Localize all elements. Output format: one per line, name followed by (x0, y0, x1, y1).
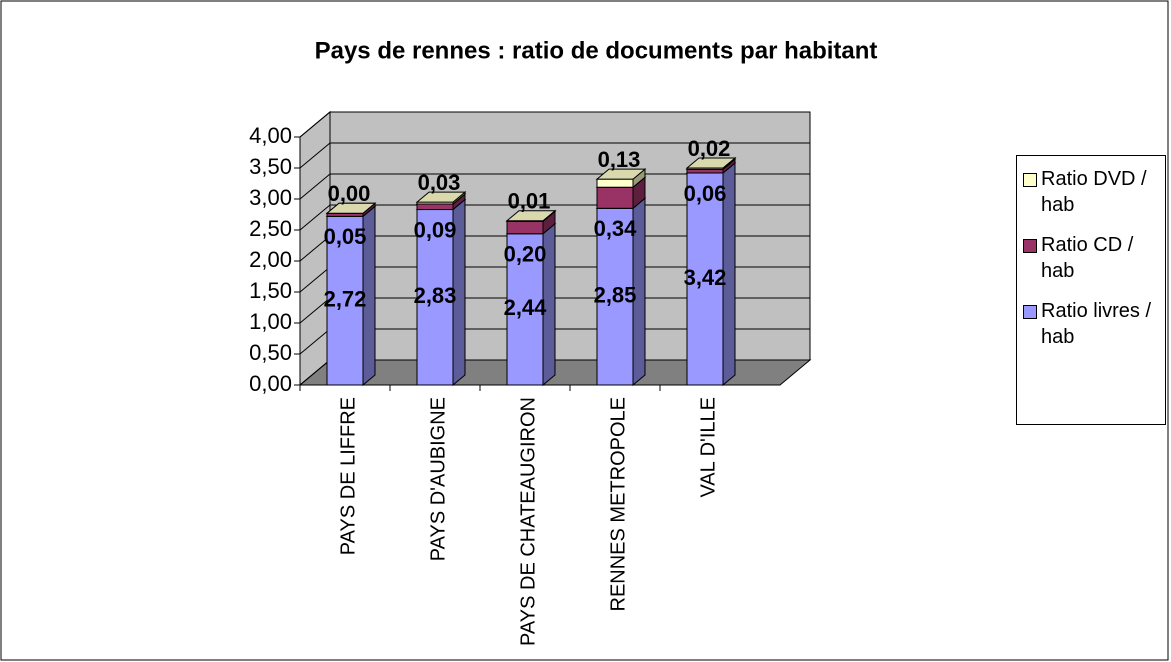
data-label: 0,05 (324, 224, 367, 249)
grid-line (299, 204, 810, 231)
legend-label: Ratio DVD / hab (1041, 168, 1147, 216)
bar-front (416, 209, 454, 386)
data-label: 0,09 (414, 217, 457, 242)
x-tick-label: PAYS D'AUBIGNE (427, 397, 449, 561)
plot-area: 0,00 0,50 1,00 1,50 2,00 2,50 3,00 3,50 4,00 PAYS… (249, 110, 812, 646)
data-label: 0,20 (504, 242, 547, 267)
grid-line (299, 111, 810, 138)
bar-top (325, 202, 377, 214)
bar-front (686, 168, 724, 174)
chart-title: Pays de rennes : ratio de documents par … (315, 37, 878, 64)
bar-front (416, 203, 454, 211)
bar-front (506, 233, 544, 386)
x-tick-label: RENNES METROPOLE (607, 397, 629, 611)
data-label: 2,85 (594, 282, 637, 307)
y-tick-label: 0,00 (249, 371, 292, 396)
y-tick-label: 3,00 (249, 185, 292, 210)
bar-segment (325, 202, 377, 214)
bar-top (685, 157, 737, 169)
y-tick-label: 1,00 (249, 309, 292, 334)
bar-top (595, 168, 647, 180)
bar-front (596, 207, 634, 386)
bar-segment (595, 168, 647, 189)
legend: Ratio DVD / hab Ratio CD / hab Ratio livre… (1016, 155, 1166, 425)
legend-swatch (1023, 173, 1037, 187)
data-label: 2,44 (504, 295, 548, 320)
y-tick-label: 4,00 (249, 123, 292, 148)
legend-label: Ratio CD / hab (1041, 234, 1134, 282)
bar-front (506, 220, 544, 235)
y-tick-label: 2,50 (249, 216, 292, 241)
data-label: 0,00 (328, 181, 371, 206)
y-tick-label: 0,50 (249, 340, 292, 365)
bar-front (596, 178, 634, 188)
legend-item: Ratio CD / hab (1023, 232, 1161, 284)
grid-line (299, 142, 810, 169)
data-label: 0,34 (594, 216, 638, 241)
y-tick-label: 3,50 (249, 154, 292, 179)
grid-line (299, 173, 810, 200)
y-tick-label: 2,00 (249, 247, 292, 272)
data-label: 0,03 (418, 170, 461, 195)
bar-segment (415, 191, 467, 206)
legend-swatch (1023, 239, 1037, 253)
data-label: 0,06 (684, 181, 727, 206)
legend-item: Ratio livres / hab (1023, 298, 1161, 350)
bar-segment (415, 198, 467, 387)
bar-front (326, 215, 364, 386)
bar-top (505, 210, 557, 222)
data-label: 2,72 (324, 286, 367, 311)
bar-top (415, 191, 467, 203)
y-tick-label: 1,50 (249, 278, 292, 303)
x-tick-label: PAYS DE CHATEAUGIRON (517, 397, 539, 646)
bar-front (596, 186, 634, 209)
legend-swatch (1023, 305, 1037, 319)
data-label: 0,13 (598, 147, 641, 172)
legend-item: Ratio DVD / hab (1023, 166, 1161, 218)
bar-segment (595, 176, 647, 210)
x-tick-label: VAL D'ILLE (697, 397, 719, 498)
data-label: 3,42 (684, 265, 727, 290)
data-label: 0,01 (508, 189, 551, 214)
bar-segment (505, 209, 557, 223)
legend-label: Ratio livres / hab (1041, 300, 1152, 348)
x-tick-label: PAYS DE LIFFRE (337, 397, 359, 555)
bar-segment (505, 222, 557, 387)
bar-segment (685, 156, 737, 171)
data-label: 0,02 (688, 136, 731, 161)
data-label: 2,83 (414, 283, 457, 308)
